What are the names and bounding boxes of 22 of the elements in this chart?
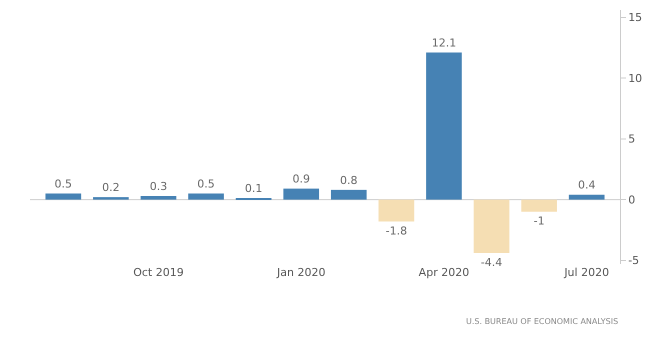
y-tick-label: 0 bbox=[628, 193, 636, 206]
data-label: 0.8 bbox=[340, 174, 358, 187]
x-tick-label: Jul 2020 bbox=[563, 266, 610, 279]
data-label: 0.1 bbox=[244, 182, 262, 195]
data-label: 0.5 bbox=[197, 178, 215, 191]
data-label: 0.2 bbox=[102, 181, 120, 194]
data-label: -1 bbox=[534, 214, 545, 228]
y-tick-label: 10 bbox=[628, 72, 642, 85]
data-label: -1.8 bbox=[386, 224, 408, 238]
data-label: 0.9 bbox=[292, 172, 310, 186]
data-label: 0.4 bbox=[578, 178, 596, 192]
text: U.S. BUREAU OF ECONOMIC ANALYSIS bbox=[466, 317, 618, 326]
y-tick-label: 5 bbox=[628, 132, 636, 146]
data-label: 0.3 bbox=[150, 180, 168, 193]
x-tick-label: Jan 2020 bbox=[276, 266, 326, 279]
data-label: -4.4 bbox=[480, 256, 502, 270]
y-tick-label: 15 bbox=[628, 11, 642, 24]
data-label: 0.5 bbox=[54, 178, 72, 191]
x-tick-label: Apr 2020 bbox=[418, 266, 470, 279]
data-label: 12.1 bbox=[432, 36, 456, 50]
y-tick-label: -5 bbox=[628, 254, 640, 268]
x-tick-label: Oct 2019 bbox=[133, 266, 184, 279]
